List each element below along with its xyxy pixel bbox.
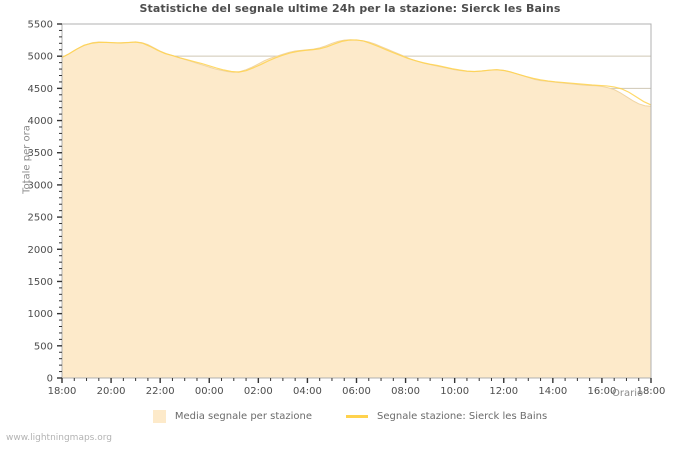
- legend-label-media-segnale: Media segnale per stazione: [174, 411, 313, 422]
- x-axis-title: Orario: [612, 388, 644, 399]
- legend-label-segnale-stazione: Segnale stazione: Sierck les Bains: [377, 411, 548, 422]
- x-axis-tick-label: 20:00: [97, 386, 126, 397]
- y-axis-title-wrap: Totale per ora: [15, 100, 34, 220]
- y-axis-tick-label: 500: [34, 341, 53, 352]
- x-axis-tick-label: 18:00: [48, 386, 77, 397]
- watermark: www.lightningmaps.org: [6, 433, 112, 443]
- legend-item-segnale-stazione[interactable]: Segnale stazione: Sierck les Bains: [346, 411, 547, 422]
- legend-area-swatch-icon: [152, 410, 166, 423]
- x-axis-tick-label: 04:00: [293, 386, 322, 397]
- x-axis-tick-label: 08:00: [391, 386, 420, 397]
- y-axis-tick-label: 5000: [28, 52, 53, 63]
- x-axis-tick-label: 06:00: [342, 386, 371, 397]
- y-axis-tick-label: 3500: [28, 148, 53, 159]
- x-axis-tick-label: 16:00: [588, 386, 617, 397]
- y-axis-tick-label: 4000: [28, 116, 53, 127]
- x-axis-tick-label: 00:00: [195, 386, 224, 397]
- x-axis-tick-label: 12:00: [489, 386, 518, 397]
- series-line-sierck-les-bains: [61, 39, 652, 106]
- x-axis-tick-label: 18:00: [637, 386, 666, 397]
- y-axis-tick-label: 2000: [28, 245, 53, 256]
- legend-item-media-segnale[interactable]: Media segnale per stazione: [152, 410, 313, 423]
- x-axis-tick-label: 10:00: [440, 386, 469, 397]
- series-area-media-segnale: [62, 39, 651, 378]
- y-axis-tick-label: 5500: [28, 20, 53, 31]
- legend-line-swatch-icon: [346, 415, 369, 418]
- chart-legend: Media segnale per stazione Segnale stazi…: [0, 410, 700, 423]
- x-axis-tick-label: 22:00: [146, 386, 175, 397]
- x-axis-tick-label: 14:00: [538, 386, 567, 397]
- y-axis-tick-label: 4500: [28, 84, 53, 95]
- y-axis-tick-label: 1500: [28, 277, 53, 288]
- chart-title: Statistiche del segnale ultime 24h per l…: [139, 2, 561, 15]
- y-axis-tick-label: 3000: [28, 180, 53, 191]
- y-axis-title: Totale per ora: [21, 125, 33, 194]
- y-axis-tick-label: 2500: [28, 213, 53, 224]
- y-axis-tick-label: 0: [47, 374, 53, 385]
- y-axis-tick-label: 1000: [28, 309, 53, 320]
- x-axis-tick-label: 02:00: [244, 386, 273, 397]
